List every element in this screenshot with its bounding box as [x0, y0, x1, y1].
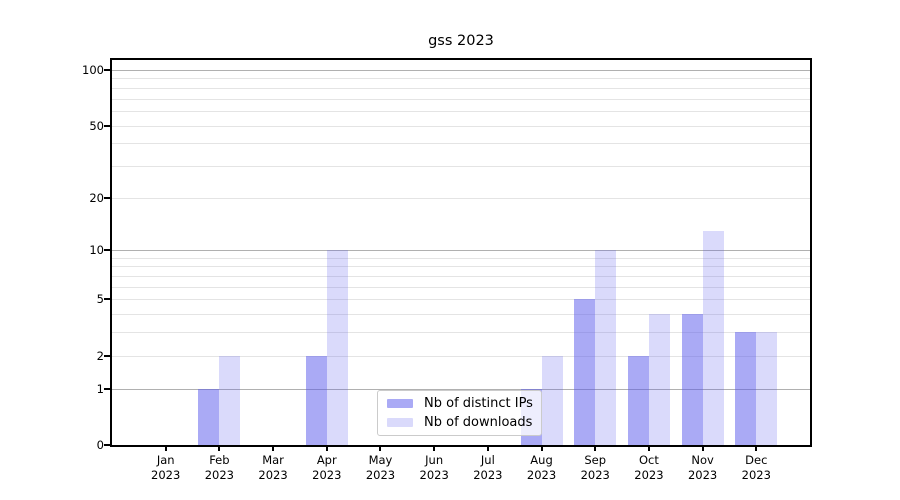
x-tick-label: Apr 2023	[297, 453, 357, 483]
y-gridline-minor	[112, 299, 810, 301]
legend: Nb of distinct IPs Nb of downloads	[377, 390, 542, 436]
legend-swatch-distinct-ips	[387, 398, 413, 408]
plot-area	[104, 58, 812, 451]
y-tick-label: 100	[82, 63, 104, 77]
legend-item-downloads: Nb of downloads	[387, 415, 541, 430]
y-tick-label: 10	[89, 243, 104, 258]
y-tick-label: 1	[96, 381, 104, 396]
bar-distinct-ips	[574, 299, 596, 445]
x-tick	[540, 445, 543, 451]
x-tick-year: 2023	[687, 468, 718, 482]
x-tick	[325, 445, 328, 451]
x-tick	[379, 445, 382, 451]
x-tick-label: May 2023	[350, 453, 410, 483]
x-tick-year: 2023	[258, 468, 288, 482]
y-tick	[104, 387, 112, 390]
y-gridline-minor	[112, 355, 810, 357]
y-tick	[104, 298, 112, 301]
y-gridline-minor	[112, 87, 810, 89]
x-tick-year: 2023	[151, 468, 181, 482]
x-tick-year: 2023	[526, 468, 557, 482]
y-tick-label: 0	[96, 438, 104, 452]
bar-downloads	[326, 250, 348, 445]
x-tick	[164, 445, 167, 451]
x-tick-year: 2023	[473, 468, 503, 482]
x-tick	[594, 445, 597, 451]
y-gridline-minor	[112, 266, 810, 268]
y-gridline-minor	[112, 314, 810, 316]
y-gridline-minor	[112, 332, 810, 334]
bar-downloads	[648, 314, 670, 445]
bar-downloads	[756, 332, 778, 445]
bar-downloads	[541, 355, 563, 445]
x-tick-year: 2023	[419, 468, 449, 482]
legend-label-distinct-ips: Nb of distinct IPs	[424, 395, 533, 411]
y-gridline-minor	[112, 197, 810, 199]
legend-swatch-downloads	[387, 418, 413, 428]
x-tick	[755, 445, 758, 451]
y-gridline-minor	[112, 165, 810, 167]
y-gridline-minor	[112, 257, 810, 259]
x-tick	[486, 445, 489, 451]
bar-distinct-ips	[627, 355, 649, 445]
y-tick	[104, 196, 112, 199]
y-tick-label: 20	[89, 190, 104, 205]
x-tick	[272, 445, 275, 451]
y-tick	[104, 249, 112, 252]
x-tick-year: 2023	[365, 468, 396, 482]
bar-downloads	[595, 250, 617, 445]
y-gridline-minor	[112, 98, 810, 100]
x-tick-label: Jul 2023	[458, 453, 518, 483]
x-tick-label: Nov 2023	[673, 453, 733, 483]
x-tick-label: Dec 2023	[726, 453, 786, 483]
x-tick	[701, 445, 704, 451]
x-tick-label: Aug 2023	[512, 453, 572, 483]
x-tick-year: 2023	[741, 468, 771, 482]
legend-item-distinct-ips: Nb of distinct IPs	[387, 396, 541, 411]
y-gridline-minor	[112, 143, 810, 145]
x-tick-year: 2023	[312, 468, 342, 482]
y-tick	[104, 124, 112, 127]
y-tick-label: 50	[89, 118, 104, 133]
x-tick-year: 2023	[634, 468, 664, 482]
bar-distinct-ips	[735, 332, 757, 445]
y-gridline-minor	[112, 276, 810, 278]
x-tick-label: Mar 2023	[243, 453, 303, 483]
x-tick-label: Jan 2023	[136, 453, 196, 483]
bar-distinct-ips	[198, 388, 220, 445]
x-tick-year: 2023	[580, 468, 610, 482]
y-gridline-minor	[112, 286, 810, 288]
x-tick-label: Oct 2023	[619, 453, 679, 483]
x-tick	[218, 445, 221, 451]
y-tick	[104, 354, 112, 357]
y-gridline-minor	[112, 125, 810, 127]
y-gridline-major	[112, 388, 810, 390]
x-tick	[433, 445, 436, 451]
y-tick	[104, 69, 112, 71]
x-tick-label: Feb 2023	[189, 453, 249, 483]
y-gridline-minor	[112, 78, 810, 80]
legend-label-downloads: Nb of downloads	[424, 415, 533, 431]
x-tick	[647, 445, 650, 451]
y-tick	[104, 444, 112, 446]
bar-downloads	[219, 355, 241, 445]
bar-downloads	[702, 230, 724, 445]
x-tick-label: Jun 2023	[404, 453, 464, 483]
y-tick-label: 5	[96, 292, 104, 307]
bar-distinct-ips	[305, 355, 327, 445]
x-tick-year: 2023	[204, 468, 235, 482]
x-tick-label: Sep 2023	[565, 453, 625, 483]
chart-title: gss 2023	[428, 33, 494, 49]
y-gridline-major	[112, 250, 810, 252]
y-gridline-minor	[112, 110, 810, 112]
y-gridline-major	[112, 70, 810, 71]
y-tick-label: 2	[96, 348, 104, 363]
bar-distinct-ips	[681, 314, 703, 445]
